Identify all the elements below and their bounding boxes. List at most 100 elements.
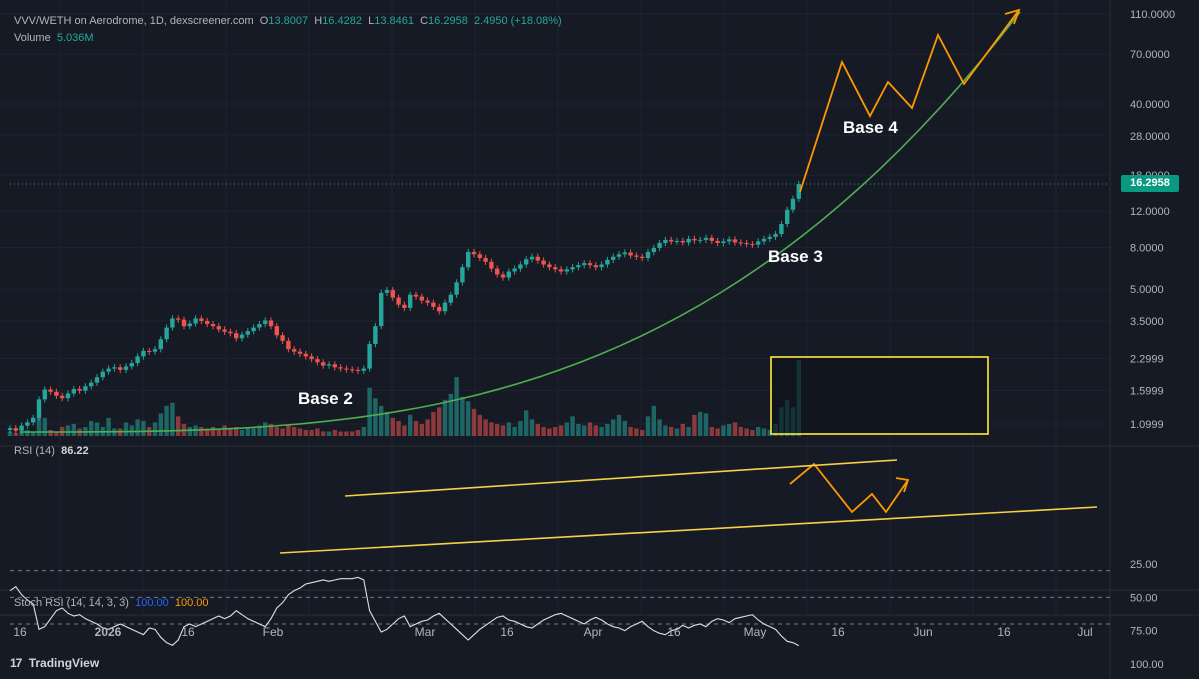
volume-bar xyxy=(94,422,100,436)
candle-body xyxy=(152,349,158,352)
drawings xyxy=(10,8,1110,554)
candle-body xyxy=(466,251,471,268)
volume-bar xyxy=(582,425,587,436)
volume-bar xyxy=(199,426,204,436)
volume-bar xyxy=(170,402,175,436)
time-tick-label: Jul xyxy=(1077,625,1092,639)
volume-bar xyxy=(373,398,378,436)
volume-bar xyxy=(222,425,227,436)
candle-body xyxy=(303,353,308,357)
volume-bar xyxy=(234,426,239,436)
volume-bar xyxy=(42,417,47,436)
candle-body xyxy=(732,239,738,243)
volume-bar xyxy=(576,423,581,436)
volume-bar xyxy=(466,401,471,436)
candle-body xyxy=(384,290,390,293)
stoch-k-value: 100.00 xyxy=(135,597,169,609)
candle-body xyxy=(495,268,500,275)
volume-bars xyxy=(7,360,801,436)
tradingview-brand[interactable]: 17 TradingView xyxy=(10,656,99,670)
volume-bar xyxy=(228,428,233,436)
open-label: O xyxy=(259,15,269,27)
candle-body xyxy=(790,198,796,210)
volume-bar xyxy=(419,423,424,436)
candle-body xyxy=(477,254,482,258)
candle-body xyxy=(686,238,691,243)
candle-body xyxy=(257,324,262,328)
volume-bar xyxy=(715,428,720,436)
volume-bar xyxy=(611,419,616,436)
volume-bar xyxy=(640,429,645,436)
rsi-upper-trendline xyxy=(344,459,898,497)
base-2-label: Base 2 xyxy=(298,389,353,408)
volume-bar xyxy=(732,422,738,436)
candle-body xyxy=(326,364,332,366)
candle-body xyxy=(454,282,459,295)
volume-bar xyxy=(164,405,169,436)
volume-bar xyxy=(176,416,181,436)
candle-body xyxy=(228,331,233,334)
last-price-tag: 16.2958 xyxy=(1121,175,1179,192)
candle-body xyxy=(640,256,645,258)
candle-body xyxy=(268,320,274,327)
time-tick-label: 16 xyxy=(13,625,27,639)
volume-bar xyxy=(483,419,488,436)
candle-body xyxy=(83,386,88,391)
volume-bar xyxy=(477,414,482,436)
base-4-label: Base 4 xyxy=(843,118,898,137)
candle-body xyxy=(634,255,639,257)
volume-bar xyxy=(245,426,250,436)
rsi-tick-label: 50.00 xyxy=(1130,592,1158,604)
volume-bar xyxy=(506,422,511,436)
candle-body xyxy=(234,333,239,339)
volume-bar xyxy=(564,422,569,436)
candle-body xyxy=(645,251,651,258)
base-3-label: Base 3 xyxy=(768,247,823,266)
volume-bar xyxy=(135,419,140,436)
volume-bar xyxy=(703,413,709,436)
candle-body xyxy=(112,367,117,369)
price-tick-label: 70.0000 xyxy=(1130,49,1170,61)
time-tick-label: 16 xyxy=(667,625,681,639)
volume-bar xyxy=(338,431,343,436)
volume-bar xyxy=(518,420,523,436)
volume-bar xyxy=(593,425,598,436)
volume-bar xyxy=(460,396,465,436)
candle-body xyxy=(437,306,442,312)
volume-label: Volume xyxy=(14,32,51,44)
volume-bar xyxy=(541,426,546,436)
volume-bar xyxy=(425,419,430,436)
volume-bar xyxy=(384,411,390,436)
volume-bar xyxy=(326,431,332,436)
candle-body xyxy=(593,265,598,268)
volume-bar xyxy=(292,426,297,436)
candle-body xyxy=(489,261,494,269)
volume-bar xyxy=(698,411,703,436)
price-tick-label: 8.0000 xyxy=(1130,242,1164,254)
candle-body xyxy=(164,327,169,340)
candle-body xyxy=(773,233,778,237)
volume-bar xyxy=(437,407,442,436)
volume-bar xyxy=(350,431,355,436)
candle-body xyxy=(245,331,250,335)
candle-body xyxy=(19,425,24,431)
volume-bar xyxy=(529,419,535,436)
candle-body xyxy=(361,368,366,371)
volume-bar xyxy=(152,422,158,436)
volume-bar xyxy=(599,426,604,436)
candle-body xyxy=(680,240,685,243)
volume-bar xyxy=(286,425,291,436)
volume-bar xyxy=(315,428,320,436)
volume-legend: Volume 5.036M xyxy=(14,32,94,44)
candle-body xyxy=(599,264,604,268)
volume-bar xyxy=(512,426,517,436)
time-tick-label: 16 xyxy=(831,625,845,639)
volume-bar xyxy=(553,426,558,436)
volume-bar xyxy=(605,423,610,436)
volume-bar xyxy=(756,426,761,436)
time-tick-label: Mar xyxy=(415,625,436,639)
candle-body xyxy=(582,263,587,266)
candle-body xyxy=(767,236,772,239)
